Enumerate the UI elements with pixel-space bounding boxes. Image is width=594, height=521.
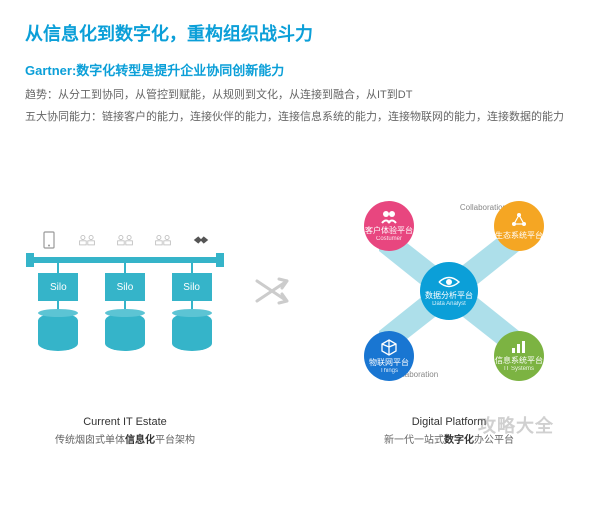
bus-endpoint [216, 253, 224, 267]
handshake-icon [192, 231, 210, 249]
silo-box: Silo [38, 273, 78, 301]
silo-connector [124, 263, 126, 273]
platform-circle: 信息系统平台IT Systems [494, 331, 544, 381]
platform-circle: 生态系统平台 [494, 201, 544, 251]
silo-column: Silo [105, 263, 145, 351]
trend-line-2: 五大协同能力：链接客户的能力，连接伙伴的能力，连接信息系统的能力，连接物联网的能… [25, 109, 569, 127]
platform-circle: 客户体验平台Costumer [364, 201, 414, 251]
users-icon [78, 231, 96, 249]
trend-line-1: 趋势：从分工到协同，从管控到赋能，从规则到文化，从连接到融合，从IT到DT [25, 87, 569, 105]
silo-row: Silo Silo Silo [25, 263, 225, 351]
silo-connector [57, 263, 59, 273]
silo-column: Silo [172, 263, 212, 351]
page-title: 从信息化到数字化，重构组织战斗力 [25, 20, 569, 46]
database-icon [172, 313, 212, 351]
bus-bar [30, 257, 220, 263]
database-icon [38, 313, 78, 351]
gartner-subtitle: Gartner:数字化转型是提升企业协同创新能力 [25, 60, 569, 79]
digital-platform-diagram: Collaboration Collaboration 数据分析平台Data A… [329, 181, 569, 401]
silo-box: Silo [105, 273, 145, 301]
bus-endpoint [26, 253, 34, 267]
silo-column: Silo [38, 263, 78, 351]
left-caption-en: Current IT Estate [25, 416, 225, 428]
current-it-diagram: Silo Silo Silo [25, 231, 225, 351]
left-caption: Current IT Estate 传统烟囱式单体信息化平台架构 [25, 416, 225, 446]
watermark: 攻略大全 [478, 412, 554, 438]
users-icon [154, 231, 172, 249]
silo-box: Silo [172, 273, 212, 301]
transform-arrow-icon [247, 271, 307, 311]
diagram-row: Silo Silo Silo [25, 181, 569, 401]
database-icon [105, 313, 145, 351]
left-caption-cn: 传统烟囱式单体信息化平台架构 [25, 431, 225, 446]
top-icon-row [25, 231, 225, 249]
platform-circle: 物联网平台Things [364, 331, 414, 381]
silo-connector [191, 263, 193, 273]
users-icon [116, 231, 134, 249]
phone-icon [40, 231, 58, 249]
center-platform-circle: 数据分析平台Data Analyst [420, 262, 478, 320]
